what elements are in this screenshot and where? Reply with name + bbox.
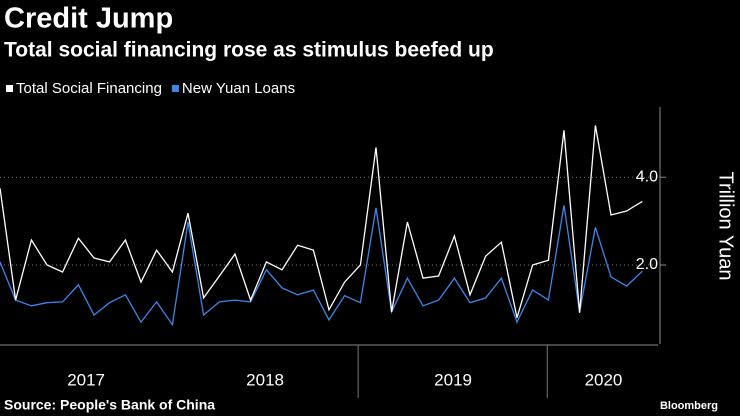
x-tick-label: 2019 <box>434 370 472 389</box>
x-tick-label: 2017 <box>67 370 105 389</box>
legend-label: Total Social Financing <box>16 80 162 97</box>
series-line <box>0 125 643 318</box>
brand: Bloomberg <box>660 400 718 412</box>
series-line <box>0 205 643 327</box>
y-tick-label: 2.0 <box>636 256 658 273</box>
y-axis-label: Trillion Yuan <box>715 172 737 281</box>
x-tick-label: 2018 <box>246 370 284 389</box>
source: Source: People's Bank of China <box>4 397 215 413</box>
x-tick-label: 2020 <box>585 370 623 389</box>
legend-label: New Yuan Loans <box>182 80 295 97</box>
chart-title: Credit Jump <box>4 3 173 35</box>
legend-swatch <box>171 85 179 92</box>
y-tick-label: 4.0 <box>636 168 658 185</box>
legend-swatch <box>6 85 13 92</box>
chart-subtitle: Total social financing rose as stimulus … <box>4 39 494 62</box>
